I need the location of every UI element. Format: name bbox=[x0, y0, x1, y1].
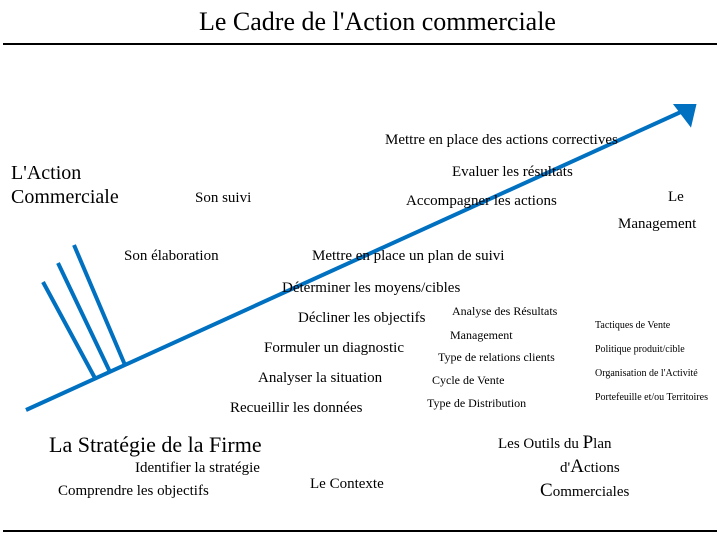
step-recueillir: Recueillir les données bbox=[230, 400, 362, 417]
label-contexte: Le Contexte bbox=[310, 476, 384, 493]
outils-e: ommerciales bbox=[553, 484, 630, 500]
outils-line-3: Commerciales bbox=[540, 480, 629, 502]
ctx-politique: Politique produit/cible bbox=[595, 344, 685, 355]
label-strategie: La Stratégie de la Firme bbox=[49, 432, 262, 458]
step-mettre-plan: Mettre en place un plan de suivi bbox=[312, 248, 504, 265]
ctx-portefeuille: Portefeuille et/ou Territoires bbox=[595, 392, 708, 403]
label-action-1: L'Action bbox=[11, 162, 81, 185]
outils-d: ctions bbox=[584, 460, 620, 476]
step-determiner: Déterminer les moyens/cibles bbox=[282, 280, 460, 297]
label-action-2: Commerciale bbox=[11, 186, 119, 209]
ctx-organisation: Organisation de l'Activité bbox=[595, 368, 698, 379]
label-comprendre: Comprendre les objectifs bbox=[58, 483, 209, 500]
step-evaluer: Evaluer les résultats bbox=[452, 164, 573, 181]
ctx-tactiques: Tactiques de Vente bbox=[595, 320, 670, 331]
outils-c-cap: C bbox=[540, 480, 553, 501]
ctx-analyse-resultats: Analyse des Résultats bbox=[452, 304, 557, 319]
step-accompagner: Accompagner les actions bbox=[406, 193, 557, 210]
step-correctives: Mettre en place des actions correctives bbox=[385, 132, 618, 149]
ctx-type-distribution: Type de Distribution bbox=[427, 396, 526, 411]
step-analyser: Analyser la situation bbox=[258, 370, 382, 387]
arrow-tail-3 bbox=[43, 282, 96, 380]
outils-line-2: d'Actions bbox=[560, 456, 620, 478]
outils-line-1: Les Outils du Plan bbox=[498, 432, 612, 454]
step-decliner: Décliner les objectifs bbox=[298, 310, 425, 327]
outils-c: d' bbox=[560, 460, 570, 476]
outils-b: lan bbox=[593, 436, 611, 452]
ctx-cycle-vente: Cycle de Vente bbox=[432, 373, 504, 388]
label-son-suivi: Son suivi bbox=[195, 190, 251, 207]
outils-a-cap: A bbox=[570, 456, 584, 477]
label-le: Le bbox=[668, 189, 684, 206]
label-management: Management bbox=[618, 216, 696, 233]
ctx-type-relations: Type de relations clients bbox=[438, 350, 555, 365]
slide-root: Le Cadre de l'Action commerciale L'Actio… bbox=[0, 0, 720, 540]
ctx-management: Management bbox=[450, 328, 513, 343]
label-identifier: Identifier la stratégie bbox=[135, 460, 260, 477]
outils-a: Les Outils du bbox=[498, 436, 583, 452]
step-diagnostic: Formuler un diagnostic bbox=[264, 340, 404, 357]
outils-p-cap: P bbox=[583, 432, 594, 453]
label-son-elaboration: Son élaboration bbox=[124, 248, 219, 265]
